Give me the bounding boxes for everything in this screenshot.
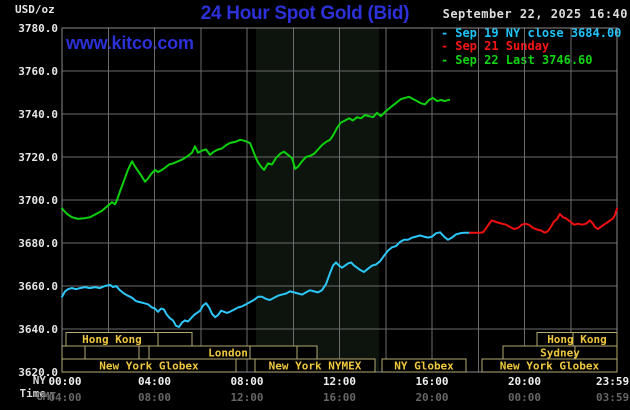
market-session-box — [381, 358, 467, 373]
market-session-box — [254, 358, 376, 373]
x-tick-ny-label: 00:00 — [48, 375, 81, 388]
x-tick-ny-label: 08:00 — [230, 375, 263, 388]
y-tick-label: 3640.0 — [18, 323, 58, 336]
x-axis-ny-label: NY Time — [19, 374, 47, 400]
y-tick-label: 3680.0 — [18, 237, 58, 250]
market-session-box — [157, 332, 193, 347]
market-session-label: New York NYMEX — [269, 360, 362, 373]
legend-item: - Sep 19 NY close 3684.00 — [441, 26, 622, 40]
market-session-box — [481, 358, 618, 373]
y-tick-label: 3740.0 — [18, 108, 58, 121]
market-session-label: Hong Kong — [82, 333, 142, 346]
x-tick-ny-label: 04:00 — [138, 375, 171, 388]
price-line — [61, 95, 451, 220]
x-tick-gmt-label: 20:00 — [415, 391, 448, 404]
x-tick-gmt-label: 08:00 — [138, 391, 171, 404]
legend-label: Sep 22 Last 3746.60 — [455, 52, 593, 67]
y-tick-label: 3620.0 — [18, 366, 58, 379]
market-session-label: Hong Kong — [547, 333, 607, 346]
x-tick-ny-label: 16:00 — [415, 375, 448, 388]
market-session-label: London — [208, 346, 248, 359]
legend-line-marker: - — [441, 26, 449, 40]
x-tick-gmt-label: 12:00 — [230, 391, 263, 404]
price-line — [61, 231, 471, 328]
legend-line-marker: - — [441, 52, 449, 67]
market-session-label: New York Globex — [99, 360, 199, 373]
legend-label: Sep 19 NY close 3684.00 — [455, 26, 622, 40]
market-session-label: NY Globex — [394, 360, 454, 373]
y-tick-label: 3720.0 — [18, 151, 58, 164]
y-tick-label: 3780.0 — [18, 22, 58, 35]
market-session-label: New York Globex — [500, 360, 600, 373]
datetime-label: September 22, 2025 16:40 — [442, 7, 628, 21]
y-axis-unit-label: USD/oz — [15, 3, 55, 16]
y-tick-label: 3700.0 — [18, 194, 58, 207]
market-session-box — [61, 358, 237, 373]
x-axis-gmt-label: GMT — [36, 390, 56, 403]
y-tick-label: 3660.0 — [18, 280, 58, 293]
price-line — [468, 207, 618, 234]
x-tick-ny-label: 23:59 — [596, 375, 629, 388]
kitco-watermark-link[interactable]: www.kitco.com — [66, 33, 194, 53]
market-session-box — [61, 345, 86, 360]
x-tick-gmt-label: 00:00 — [508, 391, 541, 404]
legend-line-marker: - — [441, 39, 449, 54]
legend-item: - Sep 22 Last 3746.60 — [441, 52, 621, 67]
x-tick-gmt-label: 16:00 — [323, 391, 356, 404]
x-tick-gmt-label: 03:59 — [596, 391, 629, 404]
x-tick-gmt-label: 04:00 — [48, 391, 81, 404]
chart-legend: - Sep 19 NY close 3684.00- Sep 21 Sunday - S… — [441, 26, 622, 67]
x-tick-ny-label: 20:00 — [508, 375, 541, 388]
market-session-label: Sydney — [540, 346, 580, 359]
legend-item: - Sep 21 Sunday — [441, 39, 621, 54]
chart-title: 24 Hour Spot Gold (Bid) — [200, 3, 410, 24]
y-tick-label: 3760.0 — [18, 65, 58, 78]
legend-label: Sep 21 Sunday — [455, 39, 550, 54]
x-tick-ny-label: 12:00 — [323, 375, 356, 388]
market-session-box — [84, 345, 140, 360]
